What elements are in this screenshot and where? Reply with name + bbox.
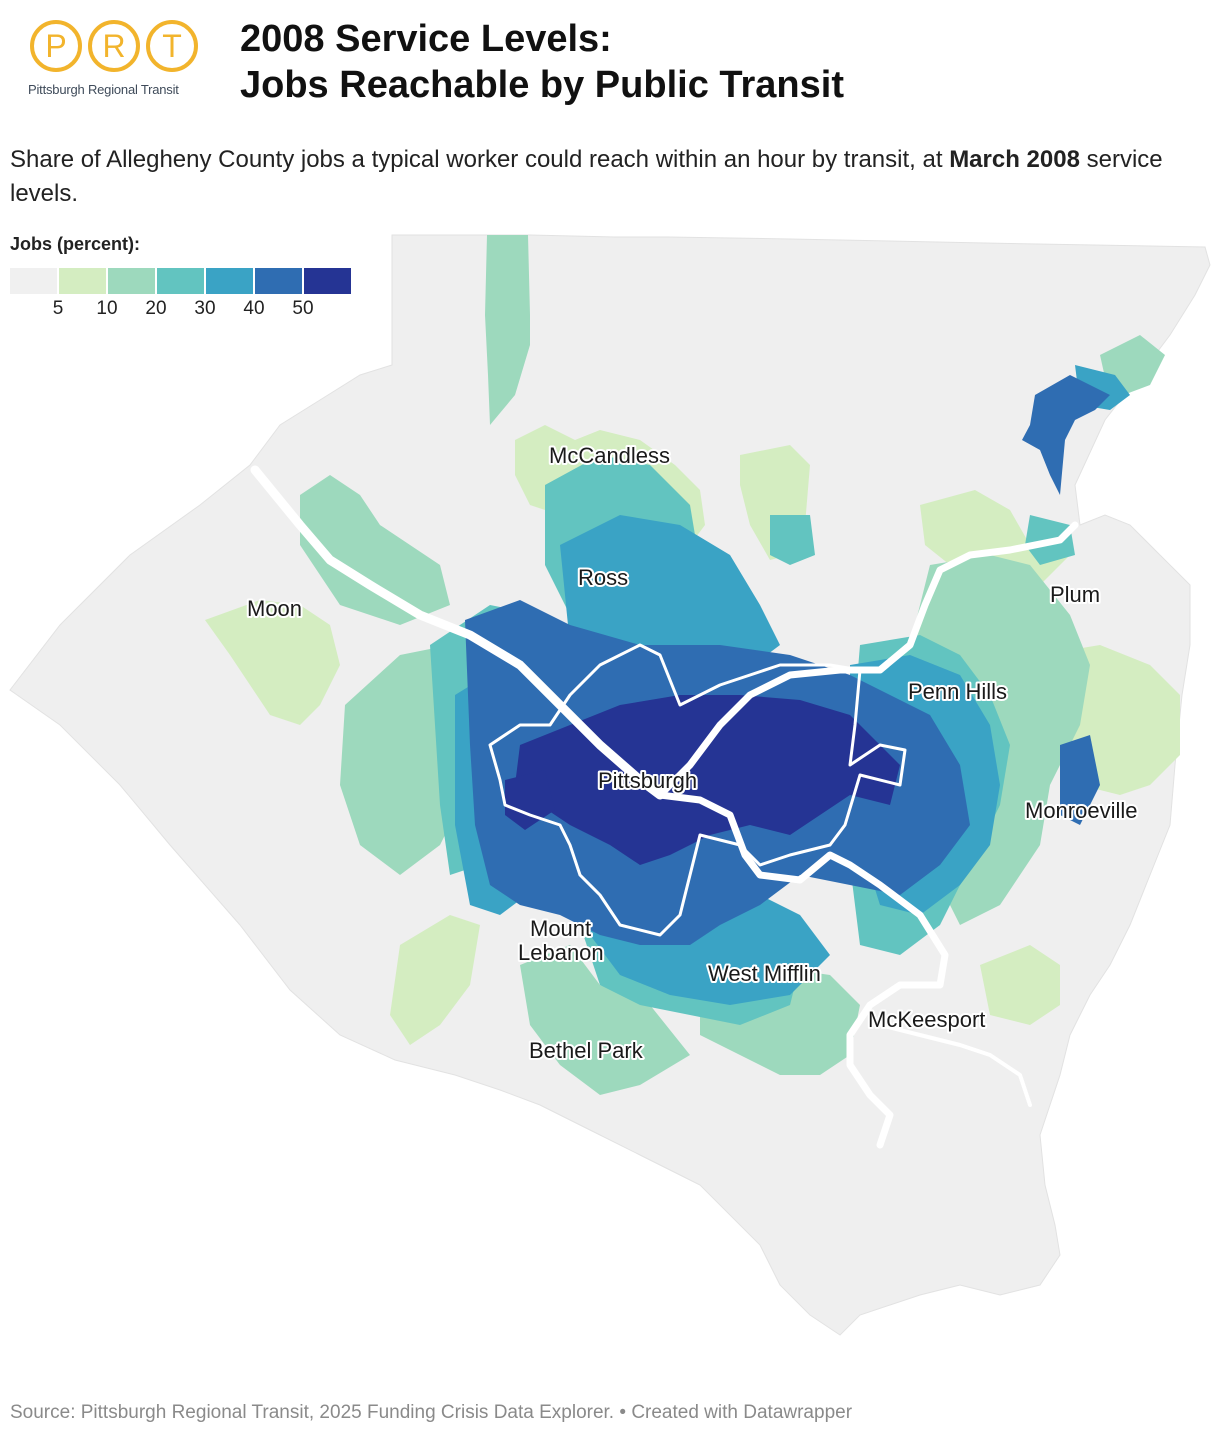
footer-separator: • [614,1402,632,1423]
label-mount: Mount [530,916,591,941]
label-ross: Ross [578,565,628,590]
label-pittsburgh: Pittsburgh [598,768,697,793]
zone-band-10-20 [300,475,450,625]
legend-tick-10: 10 [96,298,118,319]
label-plum: Plum [1050,582,1100,607]
youghiogheny-river [878,1023,1032,1107]
legend-swatch-6 [304,268,351,294]
rivers [250,465,1079,1149]
allegheny-river [656,521,1079,799]
pittsburgh-boundary [488,643,907,937]
legend-tick-30: 30 [194,298,216,319]
title-line-1: 2008 Service Levels: [240,18,612,60]
monongahela-river [656,791,949,1149]
legend-swatch-5 [255,268,302,294]
ohio-river [250,465,665,800]
zone-band-30-40 [560,515,780,675]
chart-subtitle: Share of Allegheny County jobs a typical… [10,143,1200,211]
legend-tick-40: 40 [243,298,265,319]
logo-letter-p: P [30,20,82,72]
legend-tick-50: 50 [292,298,314,319]
logo-org-name: Pittsburgh Regional Transit [28,82,179,97]
subtitle-text-2: service levels. [10,146,1163,207]
label-monroeville: Monroeville [1025,798,1138,823]
prt-logo: P R T Pittsburgh Regional Transit [28,20,208,115]
zone-band-50-plus [505,770,555,830]
label-bethel-park: Bethel Park [529,1038,644,1063]
label-mccandless: McCandless [549,443,670,468]
subtitle-text-1: Share of Allegheny County jobs a typical… [10,146,950,173]
legend-tick-20: 20 [145,298,167,319]
zone-band-5-10 [205,600,340,725]
legend-ticks: 5 10 20 30 40 50 [10,298,350,322]
footer-credit: Created with Datawrapper [631,1402,853,1423]
zone-band-50-plus [515,695,900,865]
legend-swatch-4 [206,268,253,294]
footer: Source: Pittsburgh Regional Transit, 202… [10,1402,852,1424]
logo-letter-r: R [88,20,140,72]
legend-swatch-0 [10,268,57,294]
label-lebanon: Lebanon [518,940,604,965]
logo-letter-t: T [146,20,198,72]
legend-swatch-3 [157,268,204,294]
allegheny-county-map: McCandless Ross Moon Plum Penn Hills Pit… [9,234,1211,1336]
label-mckeesport: McKeesport [868,1007,985,1032]
legend-tick-5: 5 [52,298,64,319]
subtitle-bold: March 2008 [949,146,1080,173]
chart-title: 2008 Service Levels: Jobs Reachable by P… [240,16,844,108]
zone-band-20-30 [770,515,815,565]
zone-band-10-20 [520,945,690,1095]
legend-title: Jobs (percent): [10,234,141,254]
zone-band-40-50 [1060,735,1100,825]
place-labels: McCandless Ross Moon Plum Penn Hills Pit… [245,441,1140,1065]
label-west-mifflin: West Mifflin [708,961,821,986]
title-line-2: Jobs Reachable by Public Transit [240,64,844,106]
legend-color-bar [10,268,353,294]
zone-band-5-10 [980,945,1060,1025]
zone-band-10-20 [485,235,530,425]
zone-band-40-50 [1022,375,1110,495]
legend-swatch-1 [59,268,106,294]
label-mount-lebanon: Mount Lebanon [518,916,604,965]
legend-swatch-2 [108,268,155,294]
footer-source: Source: Pittsburgh Regional Transit, 202… [10,1402,615,1423]
label-penn-hills: Penn Hills [908,679,1007,704]
logo-circles: P R T [30,20,208,72]
zone-band-5-10 [390,915,480,1045]
label-moon: Moon [247,596,302,621]
